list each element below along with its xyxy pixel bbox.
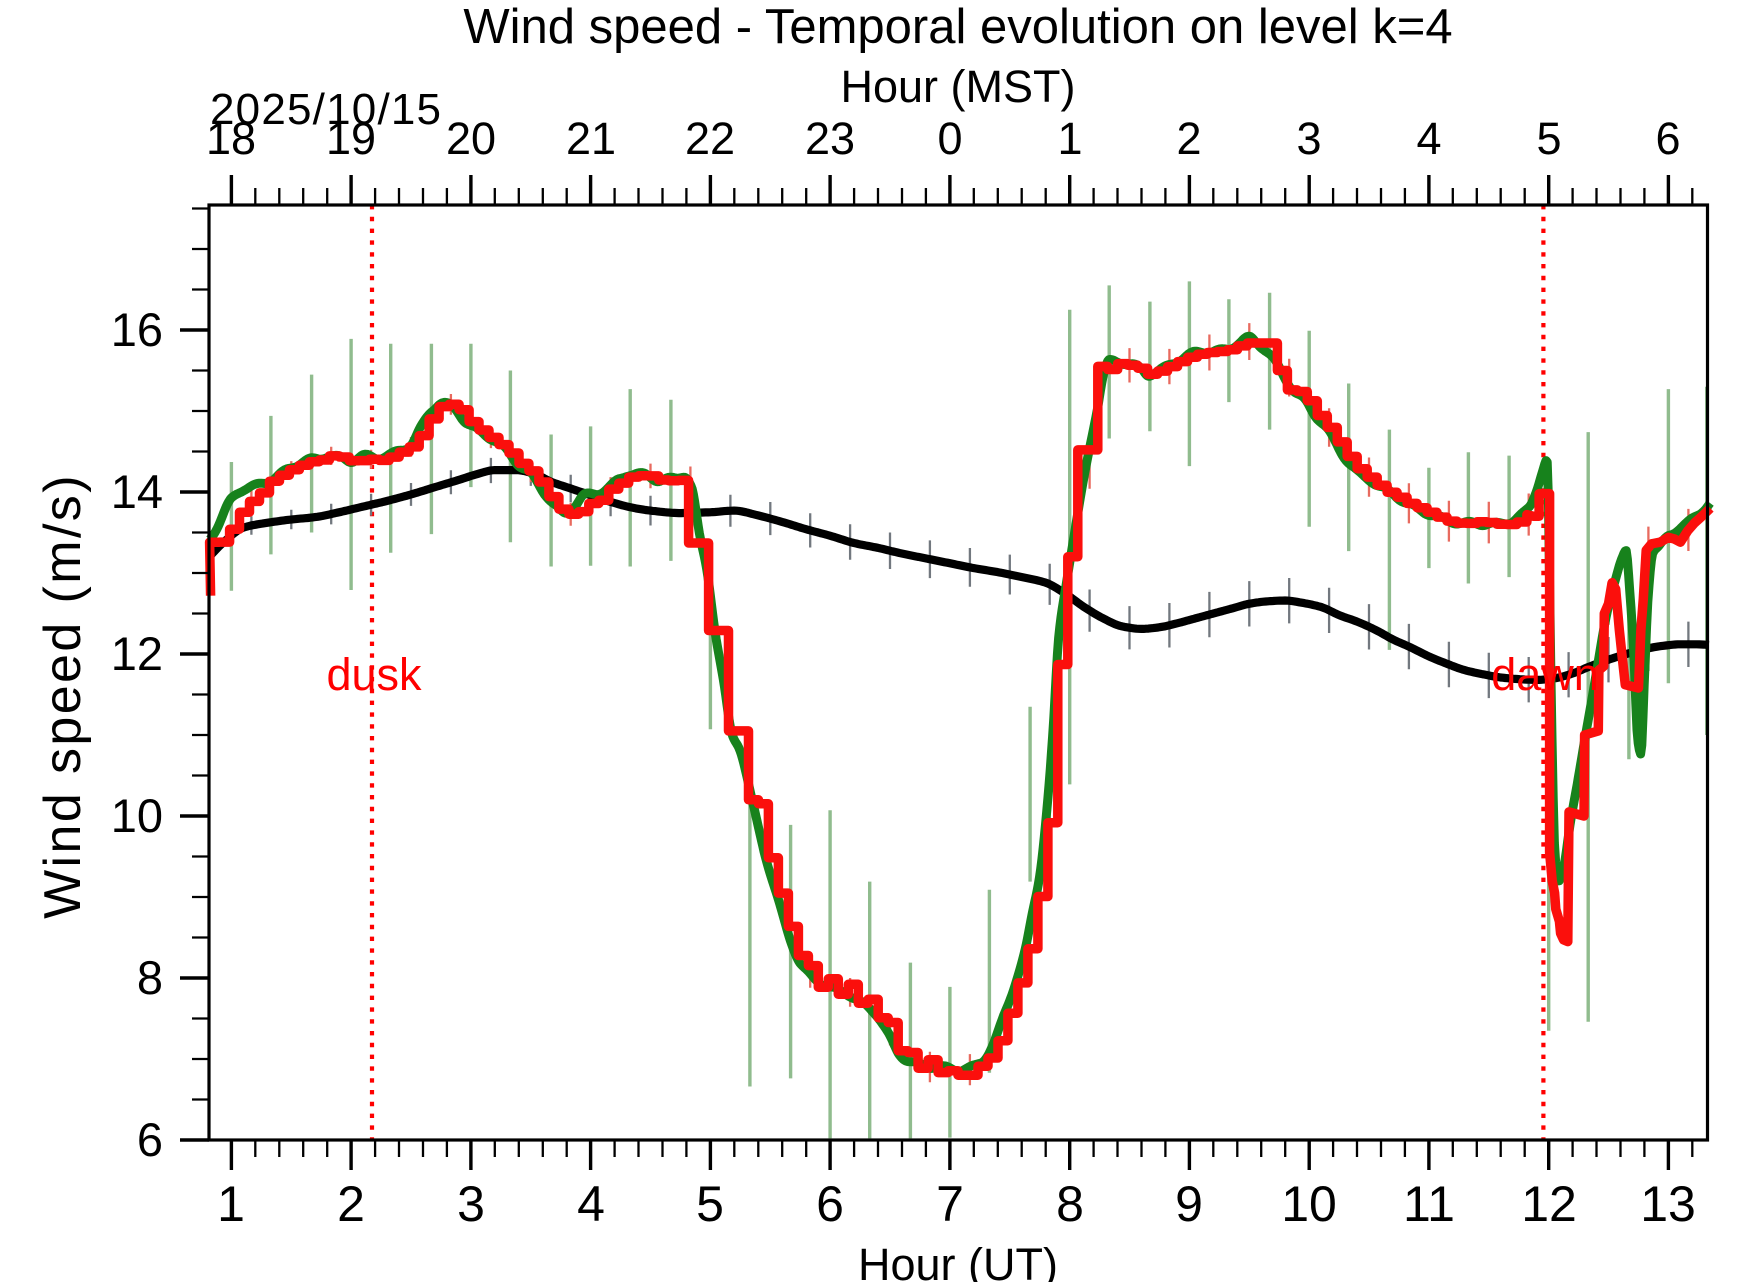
svg-text:16: 16	[111, 303, 163, 356]
svg-text:Wind speed - Temporal evolutio: Wind speed - Temporal evolution on level…	[463, 0, 1452, 54]
svg-text:10: 10	[111, 789, 163, 842]
svg-text:11: 11	[1403, 1176, 1455, 1232]
svg-text:6: 6	[816, 1176, 844, 1232]
svg-text:2: 2	[337, 1176, 365, 1232]
svg-text:19: 19	[326, 113, 376, 164]
svg-text:0: 0	[937, 113, 962, 164]
svg-text:12: 12	[1521, 1176, 1577, 1232]
svg-text:8: 8	[137, 951, 163, 1004]
svg-text:7: 7	[936, 1176, 964, 1232]
svg-text:Hour (MST): Hour (MST)	[841, 61, 1076, 112]
svg-text:20: 20	[446, 113, 496, 164]
svg-text:10: 10	[1281, 1176, 1337, 1232]
svg-text:4: 4	[1416, 113, 1441, 164]
svg-text:Hour (UT): Hour (UT)	[858, 1239, 1058, 1282]
svg-text:6: 6	[137, 1113, 163, 1166]
svg-text:3: 3	[457, 1176, 485, 1232]
svg-text:23: 23	[805, 113, 855, 164]
svg-text:dusk: dusk	[326, 649, 422, 700]
svg-text:4: 4	[577, 1176, 605, 1232]
svg-text:2025/10/15: 2025/10/15	[210, 85, 442, 134]
svg-text:2: 2	[1176, 113, 1201, 164]
svg-text:9: 9	[1175, 1176, 1203, 1232]
svg-text:6: 6	[1655, 113, 1680, 164]
svg-text:1: 1	[217, 1176, 245, 1232]
svg-text:dawn: dawn	[1491, 649, 1599, 700]
svg-text:3: 3	[1296, 113, 1321, 164]
svg-text:5: 5	[1536, 113, 1561, 164]
svg-text:18: 18	[206, 113, 256, 164]
svg-text:8: 8	[1056, 1176, 1084, 1232]
svg-text:5: 5	[696, 1176, 724, 1232]
svg-text:13: 13	[1640, 1176, 1696, 1232]
svg-text:21: 21	[566, 113, 616, 164]
svg-text:12: 12	[111, 627, 163, 680]
svg-text:14: 14	[111, 465, 163, 518]
svg-text:Wind speed (m/s): Wind speed (m/s)	[34, 473, 92, 919]
svg-text:1: 1	[1057, 113, 1082, 164]
svg-text:22: 22	[685, 113, 735, 164]
